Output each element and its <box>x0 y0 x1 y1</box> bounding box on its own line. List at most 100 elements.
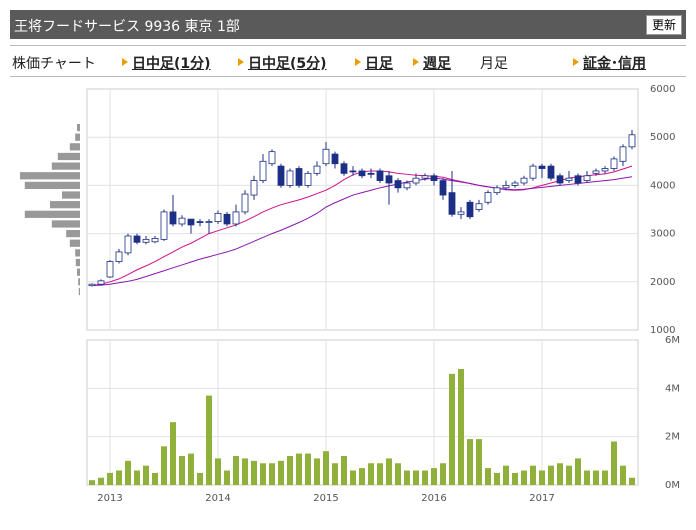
candle-body <box>259 160 267 181</box>
volume-bar <box>521 470 527 485</box>
volume-bar <box>143 465 149 485</box>
price-volume-bar <box>77 268 80 276</box>
candle-body <box>520 177 528 184</box>
volume-bar <box>125 460 131 485</box>
refresh-button[interactable]: 更新 <box>645 15 682 35</box>
candle-body <box>187 218 195 226</box>
price-volume-bar <box>20 172 80 180</box>
tab-link[interactable]: 週足 <box>413 53 451 73</box>
volume-bar <box>233 456 239 485</box>
price-volume-bar <box>66 229 80 238</box>
volume-bar <box>350 470 356 485</box>
y-tick-label: 1000 <box>650 325 675 336</box>
volume-bar <box>341 456 347 485</box>
volume-bar <box>152 472 158 485</box>
candle-body <box>592 170 600 174</box>
volume-bar <box>377 463 383 485</box>
candle-body <box>502 184 510 189</box>
volume-bar <box>431 468 437 485</box>
volume-bar <box>440 463 446 485</box>
price-volume-bar <box>75 258 80 267</box>
candle-body <box>358 170 366 177</box>
price-volume-bar <box>75 249 80 257</box>
candle-body <box>385 175 393 184</box>
candle-body <box>538 165 546 169</box>
y-tick-label: 2000 <box>650 277 675 288</box>
price-volume-bar <box>57 152 80 161</box>
candle-body <box>169 211 177 225</box>
volume-bar <box>575 458 581 485</box>
candle-body <box>394 180 402 189</box>
candle-body <box>349 170 357 173</box>
candle-body <box>97 280 105 285</box>
y-tick-label: 3000 <box>650 229 675 240</box>
candle-body <box>448 192 456 215</box>
volume-bar <box>503 465 509 485</box>
price-volume-bar <box>77 123 80 132</box>
volume-bar <box>251 460 257 485</box>
volume-bar <box>161 446 167 485</box>
candle-body <box>304 172 312 186</box>
candle-body <box>565 177 573 181</box>
candle-body <box>151 238 159 243</box>
volume-bar <box>512 472 518 485</box>
volume-bar <box>134 470 140 485</box>
candle-body <box>511 182 519 186</box>
price-volume-bar <box>75 133 80 141</box>
candle-body <box>457 211 465 215</box>
tab-link[interactable]: 日中足(1分) <box>122 53 211 73</box>
volume-bar <box>566 465 572 485</box>
volume-bar <box>386 458 392 485</box>
candle-body <box>142 238 150 243</box>
candle-body <box>556 175 564 184</box>
candle-body <box>196 221 204 223</box>
volume-bar <box>485 468 491 485</box>
volume-bar <box>611 441 617 485</box>
candle-body <box>376 170 384 181</box>
y-tick-label: 5000 <box>650 132 675 143</box>
volume-bar <box>332 463 338 485</box>
candle-body <box>106 261 114 278</box>
volume-bar <box>467 439 473 485</box>
tab-link[interactable]: 証金･信用 <box>573 53 646 73</box>
candle-body <box>214 212 222 222</box>
tab-current: 月足 <box>480 56 508 72</box>
tab-link[interactable]: 日足 <box>355 53 393 73</box>
price-volume-bar <box>78 287 80 296</box>
volume-bar <box>629 477 635 485</box>
volume-bar <box>269 463 275 485</box>
candle-body <box>367 172 375 175</box>
volume-bar <box>404 470 410 485</box>
price-volume-bar <box>78 278 80 286</box>
candle-body <box>223 213 231 225</box>
candle-body <box>529 165 537 179</box>
header-bar: 王将フードサービス 9936 東京 1部 更新 <box>10 10 686 39</box>
tab-link[interactable]: 日中足(5分) <box>238 53 327 73</box>
x-tick-label: 2015 <box>313 493 338 504</box>
price-volume-bar <box>69 143 80 151</box>
stock-title: 王将フードサービス 9936 東京 1部 <box>14 19 240 35</box>
volume-bar <box>170 422 176 485</box>
volume-bar <box>116 470 122 485</box>
price-volume-bar <box>69 239 80 247</box>
price-volume-bar <box>51 162 80 170</box>
volume-bar <box>107 472 113 485</box>
candle-body <box>295 168 303 186</box>
tab: 株価チャート <box>12 56 96 72</box>
volume-bar <box>539 470 545 485</box>
volume-bar <box>206 395 212 485</box>
candle-body <box>268 151 276 165</box>
candle-body <box>124 235 132 254</box>
volume-bar <box>224 470 230 485</box>
volume-bar <box>260 463 266 485</box>
tab-bar: 株価チャート 日中足(1分) 日中足(5分) 日足 週足 月足 証金･信用 <box>10 45 686 77</box>
candle-body <box>619 146 627 162</box>
y-tick-label: 6000 <box>650 84 675 95</box>
volume-bar <box>242 458 248 485</box>
y-tick-label: 4000 <box>650 180 675 191</box>
candle-body <box>286 170 294 186</box>
candle-body <box>547 165 555 179</box>
price-panel <box>86 88 639 331</box>
candle-body <box>340 163 348 174</box>
